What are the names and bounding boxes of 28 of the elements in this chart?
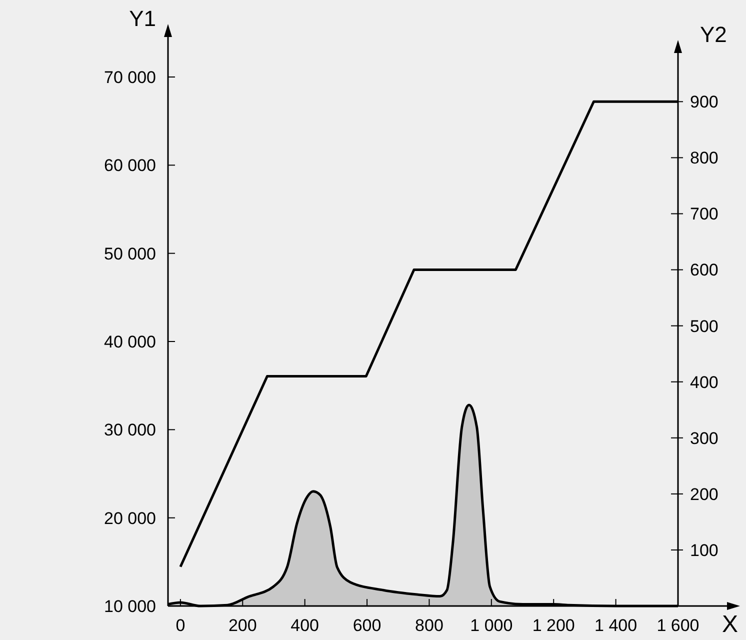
y-tick-label: 70 000 xyxy=(104,68,156,87)
x-tick-label: 400 xyxy=(290,616,320,635)
y-axis-title: Y1 xyxy=(129,6,156,31)
y-tick-label: 20 000 xyxy=(104,508,156,528)
y-tick-label: 30 000 xyxy=(104,420,156,440)
y2-axis-title: Y2 xyxy=(700,22,727,47)
x-axis-title: X xyxy=(722,611,738,638)
y2-tick-label: 400 xyxy=(690,372,718,392)
y-tick-label: 60 000 xyxy=(104,156,156,176)
x-tick-label: 1 000 xyxy=(470,616,513,635)
y2-tick-label: 900 xyxy=(690,92,718,112)
x-tick-label: 600 xyxy=(352,616,382,635)
y2-tick-label: 500 xyxy=(690,316,718,336)
x-tick-label: 1 600 xyxy=(656,616,700,635)
y2-tick-label: 600 xyxy=(690,260,718,280)
x-tick-label: 800 xyxy=(415,616,444,635)
y-tick-label: 10 000 xyxy=(104,596,156,616)
x-tick-label: 1 400 xyxy=(594,616,638,635)
x-tick-label: 0 xyxy=(176,616,186,635)
y2-tick-label: 200 xyxy=(690,484,718,504)
y2-tick-label: 100 xyxy=(690,540,718,560)
y2-tick-label: 300 xyxy=(690,428,718,448)
y2-tick-label: 700 xyxy=(690,204,718,224)
x-tick-label: 200 xyxy=(228,616,257,635)
x-tick-label: 1 200 xyxy=(532,616,575,635)
y2-tick-label: 800 xyxy=(690,148,718,168)
y-tick-label: 50 000 xyxy=(104,244,156,264)
y-tick-label: 40 000 xyxy=(104,332,156,352)
